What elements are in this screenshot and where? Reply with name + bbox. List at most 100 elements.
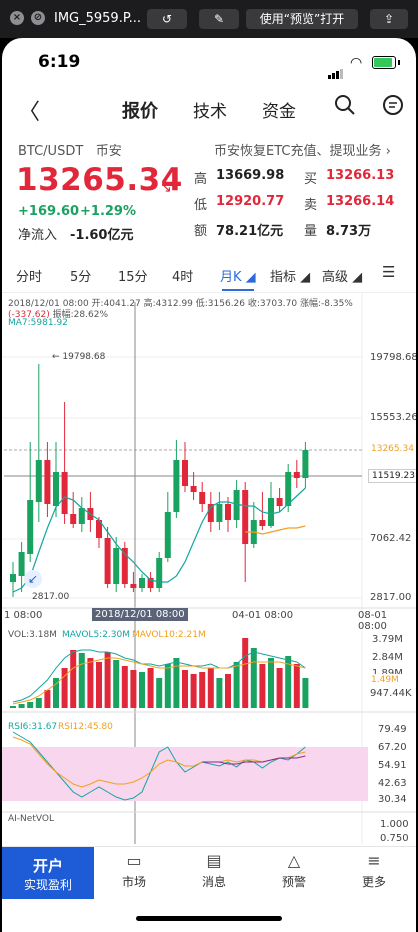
tab-quote[interactable]: 报价 [122,101,158,122]
tab-advanced[interactable]: 高级 ◢ [322,270,363,285]
rsi-axis-label: 67.20 [378,742,407,753]
file-title: IMG_5959.P... [54,11,142,26]
candle-body [216,504,223,522]
rsi-axis-label: 30.34 [378,794,407,805]
chart-canvas [2,292,416,844]
candle-body [78,508,85,524]
back-icon[interactable]: 〈 [18,100,41,125]
volume-bar [207,668,214,708]
volume-bar [216,678,223,708]
volume-bar [130,670,137,708]
tab-alerts[interactable]: △ 预警 [264,851,324,890]
signal-icon [328,60,344,79]
rotate-icon[interactable]: ↺ [147,9,187,29]
max-price-label: ← 19798.68 [52,352,106,362]
mavol10-line [12,657,306,705]
volume-bar [293,664,300,708]
tab-funds[interactable]: 资金 [262,102,296,122]
tab-technical[interactable]: 技术 [193,102,227,122]
vol-axis-label: 947.44K [370,688,412,699]
tab-15min[interactable]: 15分 [118,270,148,285]
tab-4h[interactable]: 4时 [172,270,194,285]
tab-indicator[interactable]: 指标 ◢ [270,270,311,285]
search-icon[interactable] [334,94,356,116]
tab-market[interactable]: ▭ 市场 [104,851,164,890]
inflow-value: -1.60亿元 [70,228,134,243]
mavol10-label: MAVOL10:2.21M [132,630,206,640]
price-axis-label: 2817.00 [370,592,412,603]
price-change: +169.60 [18,204,80,219]
ma-label: MA7:5981.92 [8,318,68,328]
candle-body [139,578,145,588]
rsi-band [2,747,368,801]
candle-body [130,584,137,588]
candle-body [104,538,111,584]
low-value: 12920.77 [216,194,285,209]
rsi-axis-label: 54.91 [378,760,407,771]
rsi-axis-label: 42.63 [378,778,407,789]
price-axis-label: 19798.68 [370,352,416,363]
open-with-preview-button[interactable]: 使用“预览”打开 [246,9,358,29]
share-icon[interactable]: ⇪ [370,9,408,29]
volume-bar [268,658,274,708]
cancel-icon[interactable]: ⊘ [31,11,45,25]
volume-bar [147,668,154,708]
pair-label: BTC/USDT 币安 [18,144,122,159]
wifi-icon: ◠ [350,55,363,71]
chart-settings-icon[interactable]: ☰ [382,263,396,281]
tab-monthly-k[interactable]: 月K ◢ [220,266,256,291]
tab-messages[interactable]: ▤ 消息 [184,851,244,890]
tab-timeshare[interactable]: 分时 [16,270,43,285]
top-nav: 〈 报价 技术 资金 [2,86,416,130]
kline-chart[interactable]: 2018/12/01 08:00 开:4041.27 高:4312.99 低:3… [2,292,416,852]
sell-value: 13266.14 [326,194,395,209]
volume-bar [113,660,120,708]
candle-body [268,498,274,526]
candle-body [44,460,51,504]
battery-icon [372,56,400,69]
current-price-tag: 13265.34 [371,444,414,454]
volume-bar [18,704,25,708]
inflow-label: 净流入 [18,228,58,243]
candle-body [18,552,25,576]
volume-bar [87,658,94,708]
volume-bar [96,662,102,708]
volume-label: 量 [304,224,318,239]
close-icon[interactable]: × [10,11,24,25]
open-account-button[interactable]: 开户 实现盈利 [2,847,94,899]
tab-more[interactable]: ≡ 更多 [344,851,404,890]
volume-bar [121,666,128,708]
tab-5min[interactable]: 5分 [70,270,92,285]
chat-icon[interactable] [382,94,404,116]
candle-body [233,490,240,520]
candle-body [96,520,102,538]
open-account-sub: 实现盈利 [23,878,72,892]
candle-body [293,472,300,478]
bell-icon: △ [287,851,301,870]
candle-body [53,472,59,506]
candle-body [27,500,34,554]
candle-body [285,472,292,506]
expand-icon[interactable]: ↙ [24,570,42,588]
rsi12-label: RSI12:45.80 [58,722,113,732]
notice-link[interactable]: 币安恢复ETC充值、提现业务 › [214,144,391,159]
candle-body [10,574,16,582]
volume-bar [225,674,231,708]
bottom-tab-bar: 开户 实现盈利 ▭ 市场 ▤ 消息 △ 预警 ≡ 更多 [2,846,416,899]
time-axis-label: 1 08:00 [4,610,43,621]
rsi-axis-label: 79.49 [378,724,407,735]
volume-bar [182,670,188,708]
volume-bar [276,668,283,708]
markup-icon[interactable]: ✎ [199,9,239,29]
price-axis-label: 7062.42 [370,533,412,544]
volume-bar [190,674,197,708]
netvol-label: AI-NetVOL [8,814,54,824]
netvol-axis-label: 1.000 [380,819,409,830]
candle-body [156,558,163,588]
chart-period-tabs: 分时 5分 15分 4时 月K ◢ 指标 ◢ 高级 ◢ ☰ [2,256,416,293]
candle-body [173,460,180,512]
volume-bar [156,678,163,708]
ma25-line [245,525,306,535]
buy-value: 13266.13 [326,168,395,183]
